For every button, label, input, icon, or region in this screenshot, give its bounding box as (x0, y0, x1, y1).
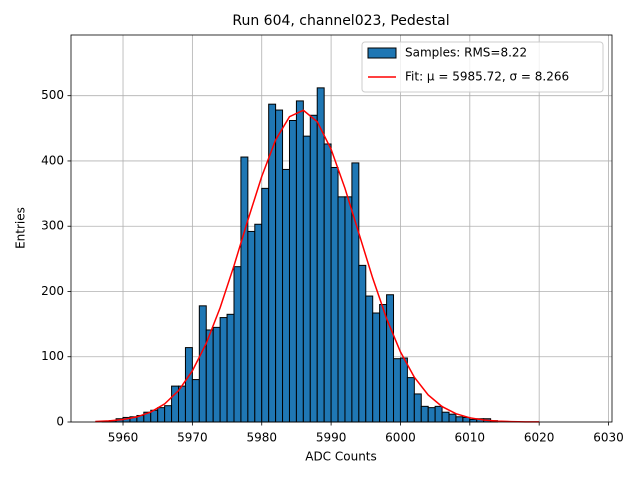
histogram-bar (164, 405, 173, 423)
histogram-bar (441, 411, 450, 423)
legend-label: Samples: RMS=8.22 (405, 46, 527, 60)
histogram-bar (427, 407, 436, 423)
x-tick-label: 6030 (593, 431, 624, 445)
y-axis-label: Entries (14, 207, 28, 249)
histogram-bar (337, 196, 346, 423)
y-tick-label: 500 (41, 88, 64, 102)
legend-box (361, 41, 604, 93)
histogram-bar (295, 100, 304, 423)
histogram-bar (282, 168, 290, 423)
x-tick-label: 5970 (177, 431, 208, 445)
histogram-bar (288, 119, 297, 423)
histogram-bar (247, 230, 256, 423)
histogram-bar (240, 156, 249, 423)
histogram-bar (372, 312, 381, 423)
x-tick-label: 6010 (455, 431, 486, 445)
histogram-bar (184, 347, 193, 423)
histogram-bar (455, 416, 464, 423)
histogram-bar (358, 264, 367, 423)
y-tick-label: 200 (41, 284, 64, 298)
histogram-bar (226, 313, 235, 423)
histogram-bar (434, 405, 443, 423)
histogram-bar (351, 162, 360, 423)
histogram-bar (212, 326, 221, 423)
y-tick-label: 100 (41, 349, 64, 363)
histogram-bar (268, 103, 277, 423)
plot-frame (70, 34, 613, 423)
x-tick-label: 5960 (108, 431, 139, 445)
histogram-bar (302, 135, 311, 423)
histogram-bar (406, 377, 415, 423)
histogram-bar (254, 223, 263, 423)
histogram-bar (219, 317, 228, 423)
histogram-bar (261, 187, 270, 423)
x-tick-label: 6020 (524, 431, 555, 445)
histogram-bar (233, 266, 242, 423)
histogram-bar (198, 305, 207, 423)
histogram-bar (420, 405, 429, 423)
fit-line (95, 109, 540, 423)
histogram-bar (379, 304, 388, 423)
chart-title: Run 604, channel023, Pedestal (232, 13, 449, 29)
x-tick-label: 6000 (385, 431, 416, 445)
y-tick-label: 400 (41, 153, 64, 167)
histogram-bar (393, 358, 401, 423)
histogram-bar (344, 196, 353, 423)
histogram-bar (365, 295, 374, 423)
y-tick-label: 0 (56, 415, 64, 429)
histogram-bar (448, 413, 457, 423)
legend: Samples: RMS=8.22 Fit: μ = 5985.72, σ = 8… (361, 41, 604, 93)
histogram-bar (386, 294, 395, 423)
histogram-bar (191, 379, 200, 423)
x-tick-label: 5990 (316, 431, 347, 445)
legend-swatch (367, 47, 397, 59)
legend-label: Fit: μ = 5985.72, σ = 8.266 (405, 70, 569, 84)
histogram-bar (413, 393, 422, 423)
histogram-bar (205, 329, 214, 423)
y-tick-label: 300 (41, 219, 64, 233)
histogram-bar (157, 407, 166, 423)
histogram-bar (316, 87, 325, 423)
histogram-bar (178, 385, 186, 423)
histogram-bar (330, 166, 339, 423)
histogram-bar (309, 114, 318, 423)
histogram-bar (399, 357, 408, 423)
histogram-bar (323, 143, 332, 423)
x-axis-label: ADC Counts (305, 450, 377, 464)
x-tick-label: 5980 (246, 431, 277, 445)
histogram-bar (275, 109, 284, 423)
